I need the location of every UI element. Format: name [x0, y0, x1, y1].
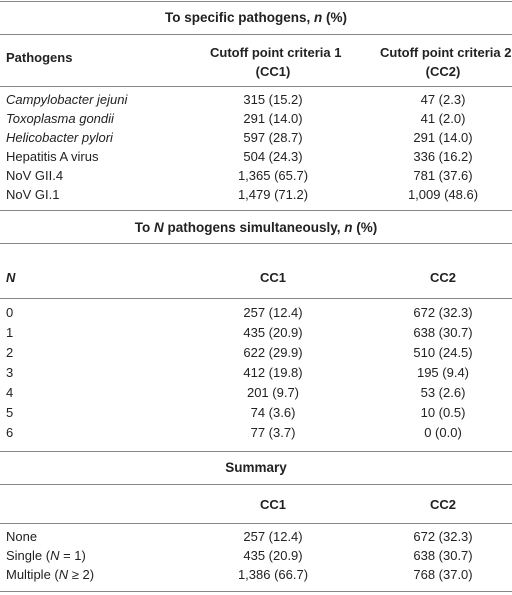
section1-header-row: Pathogens Cutoff point criteria 1 (CC1) C… [0, 43, 512, 79]
table-row: Helicobacter pylori 597 (28.7) 291 (14.0… [6, 130, 473, 145]
table-row: 4 201 (9.7) 53 (2.6) [6, 385, 466, 400]
table-row: 3 412 (19.8) 195 (9.4) [6, 365, 470, 380]
top-rule [0, 1, 512, 2]
section2-bottom-rule [0, 451, 512, 452]
table-row: Campylobacter jejuni 315 (15.2) 47 (2.3) [6, 92, 466, 107]
table-row: 2 622 (29.9) 510 (24.5) [6, 345, 473, 360]
table-row: 5 74 (3.6) 10 (0.5) [6, 405, 466, 420]
header-cc1: Cutoff point criteria 1 (CC1) [210, 45, 342, 79]
section1-title-rule [0, 34, 512, 35]
section2-header-rule [0, 298, 512, 299]
table-row: Hepatitis A virus 504 (24.3) 336 (16.2) [6, 149, 473, 164]
table-row: NoV GI.1 1,479 (71.2) 1,009 (48.6) [6, 187, 479, 202]
header-cc1: CC1 [259, 497, 286, 512]
section1-title: To specific pathogens, n (%) [164, 10, 348, 25]
bottom-rule [0, 591, 512, 592]
table-row: 6 77 (3.7) 0 (0.0) [6, 425, 462, 440]
header-cc2: CC2 [429, 270, 456, 285]
section3-title: Summary [225, 460, 287, 475]
header-pathogens: Pathogens [6, 50, 73, 65]
section3-title-rule [0, 484, 512, 485]
section2-title: To N pathogens simultaneously, n (%) [134, 220, 378, 235]
header-cc2: Cutoff point criteria 2 (CC2) [380, 45, 512, 79]
table-row: None 257 (12.4) 672 (32.3) [6, 529, 473, 544]
header-n: N [6, 270, 16, 285]
table-row: NoV GII.4 1,365 (65.7) 781 (37.6) [6, 168, 473, 183]
section3-header-rule [0, 523, 512, 524]
section3-header-row: CC1 CC2 [0, 496, 512, 514]
table-row: 0 257 (12.4) 672 (32.3) [6, 305, 473, 320]
table-row: Single (N = 1) 435 (20.9) 638 (30.7) [6, 548, 473, 563]
table-row: Toxoplasma gondii 291 (14.0) 41 (2.0) [6, 111, 466, 126]
table-row: 1 435 (20.9) 638 (30.7) [6, 325, 473, 340]
table-row: Multiple (N ≥ 2) 1,386 (66.7) 768 (37.0) [6, 567, 473, 582]
section2-header-row: N CC1 CC2 [0, 269, 512, 287]
header-cc2: CC2 [429, 497, 456, 512]
section1-header-rule [0, 86, 512, 87]
section1-bottom-rule [0, 210, 512, 211]
section2-title-rule [0, 243, 512, 244]
header-cc1: CC1 [259, 270, 286, 285]
